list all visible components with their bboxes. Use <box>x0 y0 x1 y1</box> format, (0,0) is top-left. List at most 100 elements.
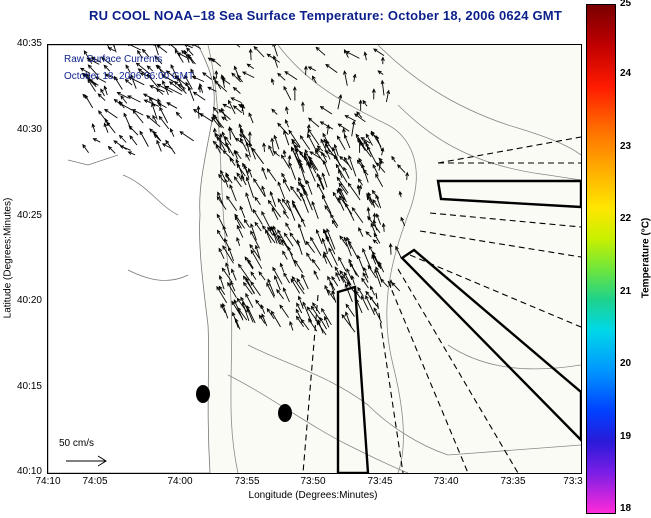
current-vector-head <box>375 266 379 271</box>
current-vector <box>229 184 237 202</box>
current-vector <box>284 232 294 247</box>
current-vector <box>144 99 160 107</box>
current-vector-head <box>234 150 239 155</box>
current-vector-head <box>218 247 223 252</box>
current-vector <box>157 65 163 75</box>
current-vector <box>219 275 225 290</box>
current-vector <box>376 213 382 225</box>
current-vector-head <box>158 115 163 120</box>
current-vector <box>101 57 113 66</box>
coverage-polygons <box>336 179 581 473</box>
current-vector <box>354 113 366 123</box>
current-vector <box>179 131 194 142</box>
current-vector-head <box>341 313 346 319</box>
current-vector <box>381 80 385 96</box>
current-vector <box>323 139 331 153</box>
current-vector-head <box>365 290 370 296</box>
current-vector <box>289 232 301 247</box>
current-vector <box>296 278 305 291</box>
current-vector-head <box>323 138 328 143</box>
current-vector-head <box>316 320 321 326</box>
current-vector <box>345 203 355 221</box>
current-vector-head <box>103 108 109 113</box>
current-vector <box>307 134 318 153</box>
current-vector-head <box>90 56 96 61</box>
current-vector <box>267 227 273 235</box>
current-vector <box>367 207 371 221</box>
current-vector-head <box>345 303 350 308</box>
current-vector-head <box>220 169 224 175</box>
current-vector-head <box>261 210 265 216</box>
current-vector-head <box>289 232 294 237</box>
current-vector-head <box>207 86 212 91</box>
current-vector <box>333 155 344 170</box>
current-vector <box>334 266 345 283</box>
current-vector-head <box>374 268 378 274</box>
current-vector <box>285 222 291 231</box>
current-vector <box>236 45 241 48</box>
current-vector <box>185 45 193 49</box>
current-vector <box>261 167 268 180</box>
current-vector-head <box>333 154 338 159</box>
current-vector <box>338 257 347 272</box>
current-vector-head <box>152 130 157 135</box>
current-vector <box>229 127 231 140</box>
current-vector-head <box>211 58 216 63</box>
current-vector <box>367 265 377 279</box>
current-vector-head <box>104 73 109 78</box>
current-vector <box>325 64 338 73</box>
current-vector-head <box>348 258 353 264</box>
current-vector <box>280 263 285 273</box>
colorbar-tick: 24 <box>620 68 632 79</box>
current-vector <box>365 134 373 146</box>
current-vector <box>218 109 231 120</box>
current-vector-head <box>287 154 292 160</box>
current-vector-head <box>245 292 249 298</box>
current-vector-head <box>288 129 293 134</box>
current-vector-head <box>284 119 289 124</box>
current-vector-head <box>376 162 381 167</box>
current-vector <box>271 108 278 115</box>
current-vector <box>106 121 116 134</box>
current-vector <box>105 73 118 81</box>
current-vector <box>162 143 173 150</box>
current-vector-head <box>370 130 375 135</box>
current-vector <box>165 85 182 96</box>
current-vector-head <box>212 127 217 133</box>
current-vector <box>289 321 294 331</box>
current-vector <box>218 286 226 296</box>
current-vector-head <box>237 263 242 268</box>
current-vector-head <box>325 63 330 68</box>
current-vector-head <box>242 275 247 280</box>
current-vector <box>276 289 284 300</box>
current-vector <box>355 299 363 314</box>
current-vector-head <box>372 219 377 224</box>
current-vector-head <box>313 270 318 275</box>
current-vector-head <box>304 148 309 154</box>
current-vector-head <box>231 311 236 317</box>
current-vector-head <box>227 126 232 131</box>
current-vector-head <box>250 271 255 276</box>
current-vector <box>268 145 274 157</box>
current-vector <box>358 178 363 186</box>
current-vector-head <box>322 159 327 165</box>
current-vector-head <box>299 150 304 156</box>
current-vector <box>311 201 319 220</box>
current-vector-head <box>332 191 337 197</box>
current-vector <box>214 128 216 137</box>
current-vector <box>177 77 185 91</box>
current-vector-head <box>92 138 97 142</box>
current-vector-head <box>369 295 374 301</box>
current-vector-head <box>320 138 325 143</box>
current-vector <box>273 151 280 157</box>
current-vector-head <box>346 268 350 273</box>
current-vector-head <box>218 285 223 291</box>
current-vector <box>267 279 276 297</box>
current-vector-head <box>363 139 368 145</box>
current-vector-head <box>82 143 87 149</box>
current-vector <box>339 235 348 247</box>
current-vector-head <box>233 149 238 155</box>
current-vector <box>285 107 289 114</box>
current-vector <box>336 177 349 194</box>
current-vector-head <box>237 307 242 312</box>
